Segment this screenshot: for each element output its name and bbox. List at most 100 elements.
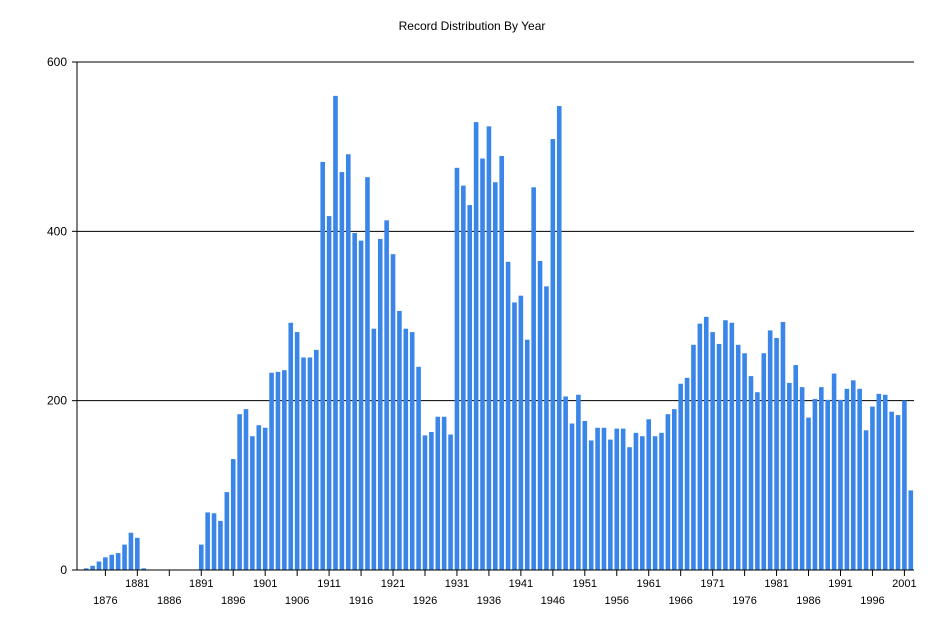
bar-1901 bbox=[262, 427, 268, 570]
bar-1932 bbox=[461, 185, 466, 571]
bar-1873 bbox=[83, 568, 89, 570]
bar-1877 bbox=[109, 554, 115, 570]
bar-1993 bbox=[850, 380, 856, 570]
y-tick-label: 200 bbox=[47, 394, 67, 408]
bar-1964 bbox=[665, 414, 671, 570]
x-tick-label: 1931 bbox=[445, 578, 469, 590]
bar-1945 bbox=[544, 286, 549, 570]
bar-1971 bbox=[710, 332, 715, 570]
bar-1914 bbox=[345, 154, 351, 571]
bar-1960 bbox=[640, 436, 645, 570]
bar-2002 bbox=[908, 490, 914, 570]
bar-1902 bbox=[269, 372, 274, 570]
bar-1892 bbox=[205, 512, 210, 570]
bar-1947 bbox=[556, 106, 562, 570]
bar-1907 bbox=[301, 357, 306, 570]
bar-1908 bbox=[307, 357, 313, 570]
chart-title: Record Distribution By Year bbox=[399, 19, 546, 33]
bar-1989 bbox=[825, 399, 830, 570]
bar-1996 bbox=[870, 406, 875, 570]
bar-1918 bbox=[371, 328, 377, 570]
bar-1957 bbox=[620, 428, 626, 570]
x-tick-label: 1881 bbox=[125, 578, 149, 590]
bar-1973 bbox=[723, 320, 728, 570]
x-tick-label: 1936 bbox=[477, 595, 501, 607]
bar-1876 bbox=[103, 557, 108, 570]
bar-1931 bbox=[454, 167, 460, 570]
bar-1909 bbox=[314, 349, 319, 570]
y-tick-labels: 0 200 400 600 bbox=[47, 55, 67, 577]
x-tick-label: 1986 bbox=[796, 595, 820, 607]
bar-1995 bbox=[863, 430, 869, 570]
bar-1959 bbox=[633, 432, 639, 570]
bar-1905 bbox=[288, 322, 294, 570]
bar-1879 bbox=[122, 544, 127, 570]
bar-1912 bbox=[333, 95, 338, 571]
y-tick-label: 0 bbox=[60, 563, 67, 577]
bar-2001 bbox=[902, 400, 907, 570]
bar-1941 bbox=[518, 295, 524, 570]
bar-1966 bbox=[678, 383, 683, 570]
bar-1904 bbox=[282, 370, 287, 570]
bar-1943 bbox=[531, 187, 536, 570]
x-tick-label: 1951 bbox=[573, 578, 597, 590]
x-tick-label: 1971 bbox=[700, 578, 724, 590]
bar-1875 bbox=[96, 561, 102, 570]
bar-1874 bbox=[90, 565, 95, 570]
bar-1942 bbox=[524, 339, 530, 570]
bar-1922 bbox=[397, 310, 402, 570]
bar-1930 bbox=[448, 434, 453, 570]
x-tick-labels: 1881 1891 1901 1911 1921 1931 1941 1951 1961 1971… bbox=[93, 578, 917, 607]
bar-1994 bbox=[857, 388, 862, 570]
axes bbox=[72, 61, 914, 576]
bar-1898 bbox=[243, 409, 249, 570]
bar-1969 bbox=[697, 323, 703, 570]
bar-1978 bbox=[755, 392, 760, 570]
bar-1997 bbox=[876, 393, 882, 570]
bar-1923 bbox=[403, 328, 409, 570]
bar-1895 bbox=[224, 492, 230, 570]
bar-1911 bbox=[326, 216, 332, 570]
bar-1896 bbox=[230, 459, 236, 570]
bar-1948 bbox=[563, 396, 568, 570]
x-tick-label: 1981 bbox=[764, 578, 788, 590]
bar-2000 bbox=[895, 415, 901, 570]
x-tick-label: 1991 bbox=[828, 578, 852, 590]
bar-1988 bbox=[819, 387, 824, 570]
bar-1916 bbox=[358, 240, 364, 570]
bar-1982 bbox=[780, 321, 786, 570]
bar-1968 bbox=[691, 344, 696, 570]
bar-1981 bbox=[774, 338, 779, 570]
bar-1933 bbox=[467, 205, 473, 570]
x-tick-label: 1906 bbox=[285, 595, 309, 607]
bar-1937 bbox=[493, 182, 498, 571]
x-tick-label: 1956 bbox=[605, 595, 629, 607]
y-tick-label: 600 bbox=[47, 55, 67, 69]
bar-1929 bbox=[441, 416, 447, 570]
bar-1990 bbox=[831, 373, 837, 570]
bar-1999 bbox=[889, 411, 894, 570]
bar-1998 bbox=[882, 394, 888, 570]
bar-1893 bbox=[211, 513, 217, 570]
bar-1928 bbox=[435, 416, 441, 570]
bar-1967 bbox=[684, 377, 690, 570]
bar-1950 bbox=[576, 394, 581, 570]
bar-1906 bbox=[294, 332, 300, 570]
bar-1915 bbox=[352, 233, 357, 570]
bar-1913 bbox=[339, 172, 345, 570]
bar-1944 bbox=[537, 260, 543, 570]
bar-1972 bbox=[716, 343, 722, 570]
bar-1910 bbox=[320, 161, 326, 570]
x-tick-label: 1961 bbox=[636, 578, 660, 590]
x-tick-label: 1891 bbox=[189, 578, 213, 590]
bar-1894 bbox=[218, 520, 223, 570]
bar-1946 bbox=[550, 139, 556, 571]
y-tick-label: 400 bbox=[47, 224, 67, 238]
x-tick-label: 1941 bbox=[509, 578, 533, 590]
bar-1882 bbox=[141, 568, 147, 570]
bar-1878 bbox=[115, 553, 121, 570]
bar-1987 bbox=[812, 398, 818, 570]
x-tick-label: 1976 bbox=[732, 595, 756, 607]
bar-1880 bbox=[128, 532, 134, 570]
